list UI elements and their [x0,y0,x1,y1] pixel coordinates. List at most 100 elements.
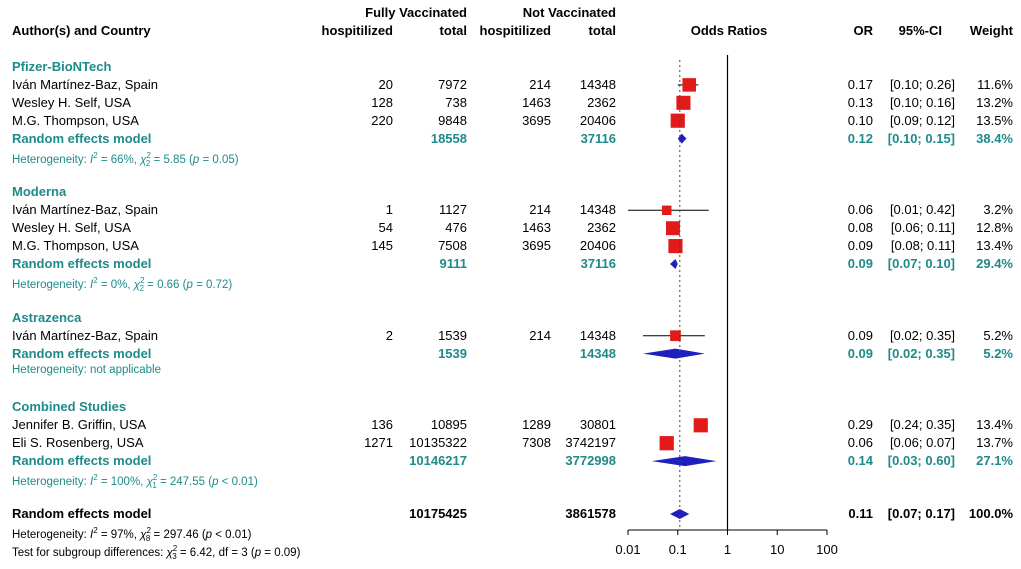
unvacc-hospitalized: 1289 [522,417,551,433]
weight-box [668,239,683,254]
re-vacc-total: 18558 [430,130,467,146]
overall-diamond [670,509,690,519]
summary-diamond [651,456,717,467]
odds-ratio: 0.09 [847,238,873,254]
odds-ratio: 0.29 [847,417,873,433]
header-ci: 95%-CI [898,23,942,38]
random-effects-label: Random effects model [12,256,152,271]
re-unvacc-total: 37116 [580,130,616,146]
re-odds-ratio: 0.14 [847,453,873,469]
unvacc-hospitalized: 214 [529,76,551,92]
x-tick-label: 0.01 [615,542,641,557]
vacc-hospitalized: 136 [371,417,393,433]
odds-ratio: 0.06 [847,435,873,451]
re-confidence-interval: [0.02; 0.35] [887,345,955,361]
confidence-interval: [0.08; 0.11] [890,238,955,254]
random-effects-label: Random effects model [12,345,152,361]
heterogeneity-text: Heterogeneity: I2 = 66%, χ22 = 5.85 (p =… [12,150,239,168]
unvacc-total: 14348 [579,76,616,92]
vacc-total: 10135322 [409,435,467,451]
vacc-total: 738 [445,94,467,110]
study-name: M.G. Thompson, USA [12,112,139,128]
header-unvacc-total: total [588,23,616,38]
confidence-interval: [0.06; 0.11] [890,220,955,236]
weight: 13.5% [976,112,1013,128]
unvacc-total: 3742197 [565,435,616,451]
unvacc-total: 20406 [579,238,616,254]
vacc-hospitalized: 145 [371,238,393,254]
odds-ratio: 0.06 [847,202,873,218]
unvacc-hospitalized: 1463 [522,94,551,110]
study-name: Wesley H. Self, USA [12,220,131,236]
subgroup-title: Astrazenca [12,309,82,325]
vacc-total: 10895 [430,417,467,433]
weight: 13.4% [976,238,1013,254]
unvacc-hospitalized: 214 [529,202,551,218]
heterogeneity-text: Heterogeneity: not applicable [12,363,161,376]
heterogeneity-text: Heterogeneity: I2 = 0%, χ22 = 0.66 (p = … [12,275,233,294]
x-tick-label: 0.1 [668,542,687,557]
summary-diamond [642,348,705,359]
odds-ratio: 0.10 [847,112,873,128]
weight: 13.7% [976,435,1013,451]
vacc-hospitalized: 1271 [364,435,393,451]
odds-ratio: 0.09 [847,327,873,343]
unvacc-total: 14348 [579,327,616,343]
overall-weight: 100.0% [968,506,1013,521]
confidence-interval: [0.10; 0.26] [889,76,955,92]
re-weight: 38.4% [976,130,1013,146]
heterogeneity-text: Heterogeneity: I2 = 100%, χ21 = 247.55 (… [12,473,258,491]
overall-vacc-total: 10175425 [409,506,467,521]
random-effects-label: Random effects model [12,453,152,469]
weight: 11.6% [977,76,1013,92]
overall-random-effects-label: Random effects model [12,506,152,521]
odds-ratio: 0.08 [847,220,873,236]
weight-box [670,330,681,342]
vacc-hospitalized: 2 [385,327,393,343]
re-unvacc-total: 3772998 [565,453,616,469]
study-name: M.G. Thompson, USA [12,238,139,254]
vacc-total: 1539 [438,327,467,343]
weight: 5.2% [983,327,1013,343]
vacc-total: 1127 [439,202,467,218]
header-odds-ratios: Odds Ratios [690,23,768,38]
subgroup-title: Moderna [12,184,67,200]
vacc-hospitalized: 128 [371,94,393,110]
header-author: Author(s) and Country [12,23,151,38]
re-weight: 5.2% [983,345,1013,361]
weight-box [661,205,672,216]
overall-unvacc-total: 3861578 [565,506,616,521]
vacc-hospitalized: 20 [378,76,393,92]
confidence-interval: [0.02; 0.35] [889,327,955,343]
weight-box [670,113,685,128]
subgroup-title: Pfizer-BioNTech [12,59,112,74]
unvacc-total: 2362 [587,220,616,236]
vacc-hospitalized: 220 [371,112,393,128]
vacc-hospitalized: 54 [378,220,393,236]
unvacc-total: 20406 [579,112,616,128]
x-tick-label: 100 [816,542,838,557]
vacc-total: 476 [445,220,467,236]
unvacc-total: 30801 [579,417,616,433]
re-confidence-interval: [0.07; 0.10] [887,256,955,271]
confidence-interval: [0.01; 0.42] [889,202,955,218]
unvacc-total: 2362 [587,94,616,110]
weight-box [682,78,696,92]
overall-heterogeneity: Heterogeneity: I2 = 97%, χ28 = 297.46 (p… [12,526,252,544]
re-odds-ratio: 0.09 [847,345,873,361]
random-effects-label: Random effects model [12,130,152,146]
x-tick-label: 10 [770,542,785,557]
re-unvacc-total: 37116 [580,256,616,271]
overall-confidence-interval: [0.07; 0.17] [887,506,955,521]
header-not-vaccinated: Not Vaccinated [522,5,616,20]
weight: 13.4% [976,417,1013,433]
vacc-hospitalized: 1 [385,202,393,218]
header-fully-vaccinated: Fully Vaccinated [365,5,467,20]
unvacc-hospitalized: 7308 [522,435,551,451]
re-odds-ratio: 0.09 [847,256,873,271]
study-name: Jennifer B. Griffin, USA [12,417,147,433]
re-odds-ratio: 0.12 [847,130,873,146]
re-confidence-interval: [0.03; 0.60] [887,453,955,469]
